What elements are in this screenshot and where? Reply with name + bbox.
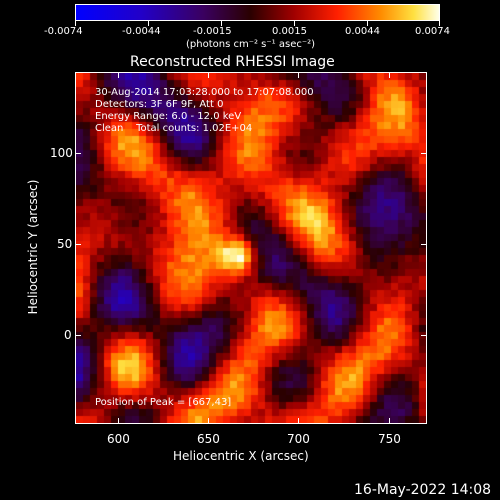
colorbar-tick-label: 0.0015 xyxy=(272,26,307,37)
y-axis-label-container: Heliocentric Y (arcsec) xyxy=(0,180,113,315)
x-axis-label: Heliocentric X (arcsec) xyxy=(173,449,309,463)
colorbar-units-label: (photons cm⁻² s⁻¹ asec⁻²) xyxy=(186,39,316,50)
footer-timestamp: 16-May-2022 14:08 xyxy=(354,482,492,498)
colorbar-tick-label: 0.0074 xyxy=(415,26,450,37)
solar-map-canvas xyxy=(76,73,426,423)
peak-position-label: Position of Peak = [667,43] xyxy=(95,397,232,408)
info-time-range: 30-Aug-2014 17:03:28.000 to 17:07:08.000 xyxy=(95,87,314,98)
colorbar xyxy=(75,4,440,21)
y-tick-label: 0 xyxy=(64,328,72,342)
colorbar-tick-label: -0.0074 xyxy=(44,26,83,37)
y-axis-label: Heliocentric Y (arcsec) xyxy=(26,179,40,315)
colorbar-tick-label: -0.0015 xyxy=(193,26,232,37)
info-energy-range: Energy Range: 6.0 - 12.0 keV xyxy=(95,111,242,122)
solar-map-image xyxy=(75,72,427,424)
x-tick-label: 650 xyxy=(197,432,220,446)
colorbar-tick-label: 0.0044 xyxy=(345,26,380,37)
colorbar-gradient xyxy=(76,5,439,20)
plot-title: Reconstructed RHESSI Image xyxy=(130,54,335,70)
x-tick-label: 750 xyxy=(378,432,401,446)
y-tick-label: 100 xyxy=(50,146,73,160)
info-detectors: Detectors: 3F 6F 9F, Att 0 xyxy=(95,99,224,110)
y-tick-label: 50 xyxy=(57,237,73,251)
x-tick-label: 600 xyxy=(107,432,130,446)
colorbar-tick-label: -0.0044 xyxy=(122,26,161,37)
x-tick-label: 700 xyxy=(287,432,310,446)
info-counts: Clean Total counts: 1.02E+04 xyxy=(95,123,253,134)
